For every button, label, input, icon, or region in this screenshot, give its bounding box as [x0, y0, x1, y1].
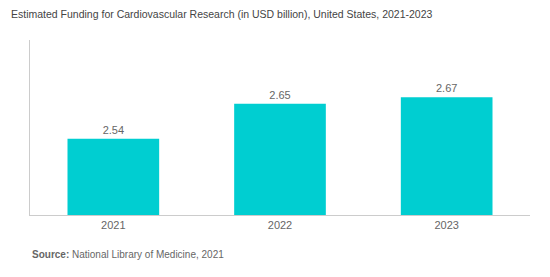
svg-text:2.67: 2.67 [436, 82, 457, 94]
svg-text:Source: National Library of Me: Source: National Library of Medicine, 20… [32, 249, 224, 260]
svg-text:2.65: 2.65 [269, 89, 290, 101]
svg-text:Estimated Funding for Cardiova: Estimated Funding for Cardiovascular Res… [11, 8, 433, 20]
svg-text:2021: 2021 [101, 219, 125, 231]
svg-text:2022: 2022 [268, 219, 292, 231]
svg-text:2.54: 2.54 [103, 124, 124, 136]
svg-text:2023: 2023 [434, 219, 458, 231]
